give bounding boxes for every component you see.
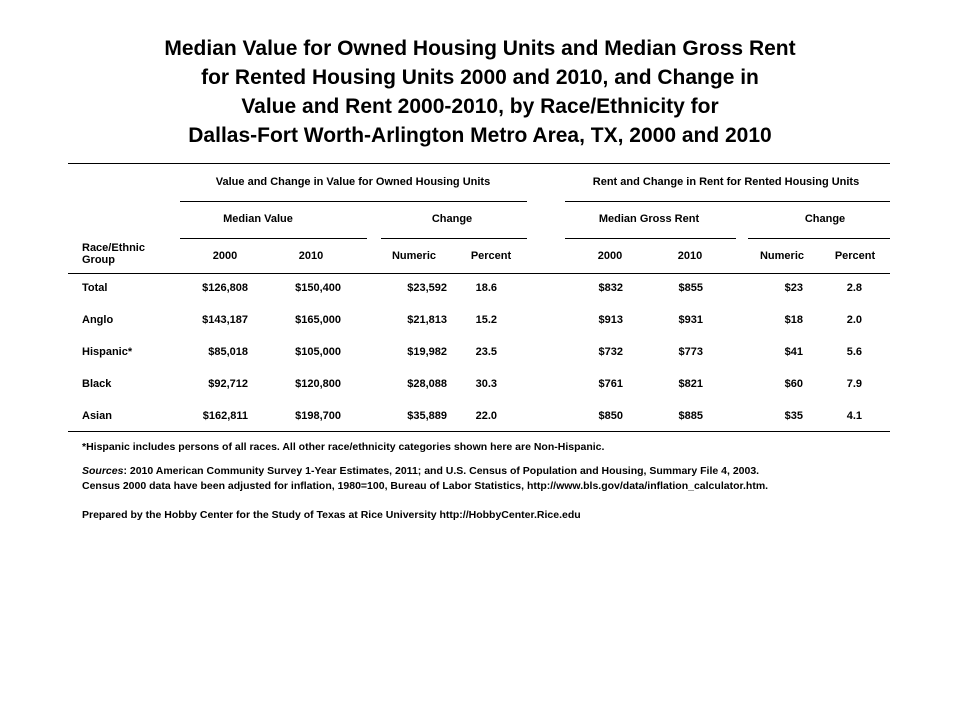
col-header-rent-numeric: Numeric bbox=[759, 250, 805, 262]
table-cell: $126,808 bbox=[202, 282, 248, 294]
table-cell: 7.9 bbox=[846, 378, 862, 390]
table-cell: $21,813 bbox=[407, 314, 447, 326]
table-cell: $28,088 bbox=[407, 378, 447, 390]
table-cell: $931 bbox=[678, 314, 703, 326]
col-header-value-numeric: Numeric bbox=[391, 250, 437, 262]
title-line-1: Median Value for Owned Housing Units and… bbox=[164, 37, 796, 60]
owned-change-rule bbox=[381, 238, 527, 239]
median-rent-rule bbox=[565, 238, 736, 239]
table-cell: $855 bbox=[678, 282, 703, 294]
sources-note: Sources: 2010 American Community Survey … bbox=[82, 464, 902, 494]
table-cell: 2.0 bbox=[846, 314, 862, 326]
table-cell: $35 bbox=[784, 410, 803, 422]
col-header-value-2010: 2010 bbox=[298, 250, 324, 262]
table-cell: 5.6 bbox=[846, 346, 862, 358]
table-cell: $913 bbox=[598, 314, 623, 326]
table-cell: $143,187 bbox=[202, 314, 248, 326]
row-label-anglo: Anglo bbox=[82, 314, 114, 326]
col-header-rent-2010: 2010 bbox=[677, 250, 703, 262]
table-cell: $60 bbox=[784, 378, 803, 390]
table-top-rule bbox=[68, 163, 890, 164]
table-cell: $19,982 bbox=[407, 346, 447, 358]
row-label-black: Black bbox=[82, 378, 112, 390]
rented-change-rule bbox=[748, 238, 890, 239]
table-cell: $165,000 bbox=[295, 314, 341, 326]
table-cell: 4.1 bbox=[846, 410, 862, 422]
table-cell: $23,592 bbox=[407, 282, 447, 294]
title-line-3: Value and Rent 2000-2010, by Race/Ethnic… bbox=[241, 95, 719, 118]
table-cell: $120,800 bbox=[295, 378, 341, 390]
col-header-value-percent: Percent bbox=[470, 250, 512, 262]
table-cell: 23.5 bbox=[475, 346, 497, 358]
notes-section: *Hispanic includes persons of all races.… bbox=[82, 440, 902, 532]
col-header-value-2000: 2000 bbox=[212, 250, 238, 262]
hispanic-footnote: *Hispanic includes persons of all races.… bbox=[82, 441, 605, 453]
table-cell: $18 bbox=[784, 314, 803, 326]
row-header-label: Race/Ethnic Group bbox=[82, 242, 145, 266]
table-cell: $162,811 bbox=[202, 410, 248, 422]
owned-group-header: Value and Change in Value for Owned Hous… bbox=[215, 176, 491, 188]
table-cell: $198,700 bbox=[295, 410, 341, 422]
table-cell: 22.0 bbox=[475, 410, 497, 422]
sources-line-1: : 2010 American Community Survey 1-Year … bbox=[123, 465, 760, 477]
title-line-2: for Rented Housing Units 2000 and 2010, … bbox=[201, 66, 759, 89]
owned-change-header: Change bbox=[431, 213, 473, 225]
table-cell: $105,000 bbox=[295, 346, 341, 358]
table-cell: $732 bbox=[598, 346, 623, 358]
table-cell: $35,889 bbox=[407, 410, 447, 422]
table-cell: $85,018 bbox=[208, 346, 248, 358]
table-cell: 15.2 bbox=[475, 314, 497, 326]
table-cell: $41 bbox=[784, 346, 803, 358]
rented-group-rule bbox=[565, 201, 890, 202]
sources-label: Sources bbox=[82, 465, 124, 477]
median-value-header: Median Value bbox=[223, 213, 293, 225]
sources-line-2: Census 2000 data have been adjusted for … bbox=[82, 480, 769, 492]
table-cell: $850 bbox=[598, 410, 623, 422]
header-bottom-rule bbox=[68, 273, 890, 274]
title-line-4: Dallas-Fort Worth-Arlington Metro Area, … bbox=[188, 124, 772, 147]
table-cell: $821 bbox=[678, 378, 703, 390]
table-cell: 18.6 bbox=[475, 282, 497, 294]
table-cell: $92,712 bbox=[208, 378, 248, 390]
prepared-by-note: Prepared by the Hobby Center for the Stu… bbox=[82, 509, 581, 521]
table-cell: $832 bbox=[598, 282, 623, 294]
row-label-hispanic: Hispanic* bbox=[82, 346, 133, 358]
table-cell: 2.8 bbox=[846, 282, 862, 294]
table-cell: $885 bbox=[678, 410, 703, 422]
owned-group-rule bbox=[180, 201, 527, 202]
median-rent-header: Median Gross Rent bbox=[598, 213, 700, 225]
rented-group-header: Rent and Change in Rent for Rented Housi… bbox=[592, 176, 860, 188]
table-bottom-rule bbox=[68, 431, 890, 432]
row-label-total: Total bbox=[82, 282, 108, 294]
table-cell: $23 bbox=[784, 282, 803, 294]
rented-change-header: Change bbox=[804, 213, 846, 225]
median-value-rule bbox=[180, 238, 367, 239]
table-cell: 30.3 bbox=[475, 378, 497, 390]
table-cell: $773 bbox=[678, 346, 703, 358]
col-header-rent-2000: 2000 bbox=[597, 250, 623, 262]
table-cell: $150,400 bbox=[295, 282, 341, 294]
table-cell: $761 bbox=[598, 378, 623, 390]
page-title: Median Value for Owned Housing Units and… bbox=[0, 34, 960, 150]
col-header-rent-percent: Percent bbox=[834, 250, 876, 262]
row-label-asian: Asian bbox=[82, 410, 112, 422]
